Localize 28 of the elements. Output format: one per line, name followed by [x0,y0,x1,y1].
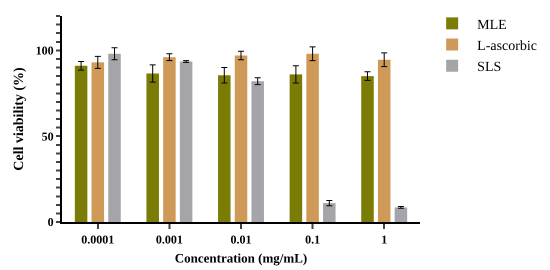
x-axis-title: Concentration (mg/mL) [174,250,308,266]
legend-label: SLS [477,60,502,76]
bar [234,55,248,222]
x-tick-label: 1 [381,232,388,246]
y-tick-label: 0 [48,215,54,230]
x-tick-label: 0.01 [230,232,252,246]
y-tick-label: 50 [42,129,54,144]
x-tick-label: 0.001 [156,232,183,246]
bar [251,81,264,222]
bar [394,207,408,222]
bar [74,66,88,222]
bar [180,61,192,222]
bar [323,203,336,222]
bar [92,62,104,222]
legend-label: L-ascorbic [477,39,538,54]
y-axis-title: Cell viability (%) [12,66,27,171]
bar [218,75,231,222]
bar [108,54,121,222]
bar [163,57,176,222]
x-tick-label: 0.1 [305,232,320,246]
bar [146,74,159,222]
legend-label: MLE [477,18,507,33]
bar [306,54,319,222]
y-tick-label: 100 [36,44,54,58]
bar [378,60,390,222]
x-tick-label: 0.0001 [81,232,114,246]
bar [361,76,374,222]
bar [290,74,302,222]
